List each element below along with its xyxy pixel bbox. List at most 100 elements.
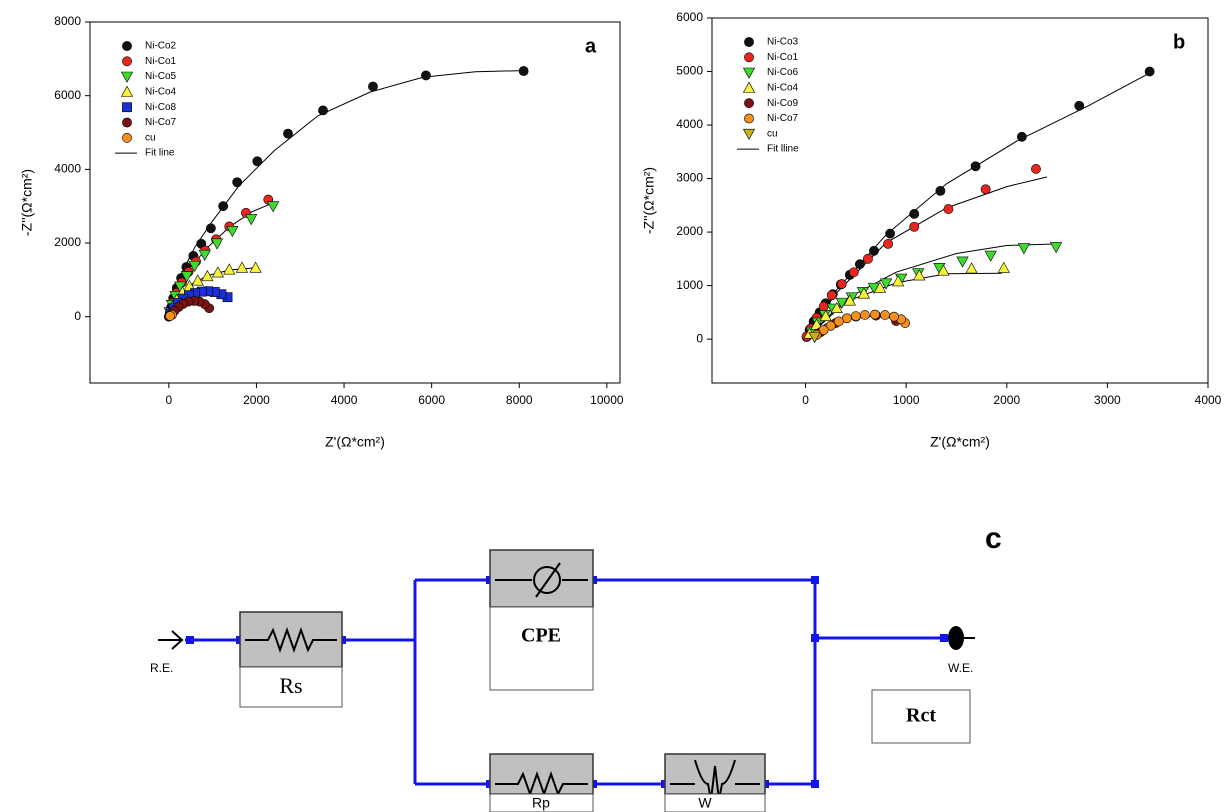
data-point <box>245 214 258 226</box>
fit-line <box>805 73 1148 340</box>
panel-label: a <box>585 35 597 57</box>
x-tick-label: 2000 <box>243 393 270 407</box>
input-label: R.E. <box>150 661 173 675</box>
y-tick-label: 3000 <box>676 171 703 185</box>
x-axis-label: Z'(Ω*cm²) <box>325 434 385 450</box>
x-tick-label: 6000 <box>418 393 445 407</box>
data-point <box>810 318 823 330</box>
y-tick-label: 6000 <box>676 10 703 24</box>
legend-marker <box>744 98 754 109</box>
legend-marker <box>122 117 132 128</box>
data-point <box>1074 100 1085 111</box>
rp-label-box <box>489 793 594 812</box>
y-tick-label: 1000 <box>676 278 703 292</box>
legend-label: cu <box>145 132 156 143</box>
legend-marker <box>742 128 756 141</box>
data-point <box>997 261 1010 273</box>
x-tick-label: 4000 <box>331 393 358 407</box>
data-point <box>1049 242 1063 254</box>
y-axis-label: -Z''(Ω*cm²) <box>641 167 657 234</box>
legend-marker <box>122 56 132 67</box>
data-point <box>848 267 859 278</box>
data-point <box>943 204 954 214</box>
data-point <box>252 156 263 167</box>
data-point <box>956 256 969 268</box>
legend-label: Fit lline <box>767 144 799 155</box>
data-point <box>873 281 887 293</box>
data-point <box>188 260 201 273</box>
data-point <box>266 201 280 213</box>
rs-label: Rs <box>279 673 302 698</box>
x-axis-label: Z'(Ω*cm²) <box>930 434 990 450</box>
legend-label: Ni-Co7 <box>767 113 799 124</box>
data-point <box>211 266 225 278</box>
x-tick-label: 1000 <box>893 393 920 407</box>
data-point <box>191 274 204 286</box>
data-point <box>180 271 193 283</box>
data-point <box>826 290 837 301</box>
data-point <box>421 70 431 81</box>
data-point <box>965 262 978 274</box>
data-point <box>892 275 905 287</box>
data-point <box>1144 66 1155 77</box>
w-label-box <box>664 793 766 812</box>
w-label: W <box>698 795 712 811</box>
legend-label: cu <box>767 128 778 139</box>
legend-marker <box>742 67 756 79</box>
data-point <box>836 279 847 289</box>
data-point <box>368 81 378 92</box>
panel-label: b <box>1173 31 1185 53</box>
legend-label: Ni-Co6 <box>767 67 799 78</box>
x-tick-label: 8000 <box>506 393 533 407</box>
rct-label: Rct <box>906 705 936 727</box>
data-point <box>223 263 236 275</box>
data-point <box>913 269 926 281</box>
data-point <box>818 325 829 335</box>
legend-label: Ni-Co3 <box>767 37 799 48</box>
legend-marker <box>120 71 134 83</box>
data-point <box>174 281 187 293</box>
data-point <box>830 301 843 313</box>
data-point <box>863 253 873 264</box>
rs-label-box <box>239 666 343 708</box>
data-point <box>232 177 243 188</box>
data-point <box>937 264 950 276</box>
data-point <box>843 294 856 306</box>
legend-label: Ni-Co5 <box>145 71 177 82</box>
y-tick-label: 4000 <box>676 117 703 131</box>
legend-label: Ni-Co7 <box>145 117 177 128</box>
y-tick-label: 6000 <box>54 88 81 102</box>
data-point <box>218 201 229 212</box>
legend-label: Ni-Co8 <box>145 102 177 113</box>
data-point <box>833 316 844 327</box>
panel-label: c <box>985 522 1002 555</box>
legend-label: Ni-Co9 <box>767 98 799 109</box>
fit-line <box>168 70 524 317</box>
data-point <box>889 311 900 322</box>
data-point <box>909 221 920 232</box>
plot-frame <box>711 17 1209 384</box>
cpe-symbol <box>533 566 561 594</box>
data-point <box>1031 164 1041 174</box>
data-point <box>235 261 249 273</box>
legend-label: Ni-Co1 <box>145 56 177 67</box>
cpe-label: CPE <box>521 625 561 647</box>
data-point <box>879 278 893 290</box>
legend-marker <box>742 81 756 93</box>
cpe-box <box>489 549 594 608</box>
warburg <box>670 759 760 801</box>
legend-label: Ni-Co4 <box>145 87 177 98</box>
data-point <box>808 332 821 344</box>
data-point <box>518 66 529 76</box>
data-point <box>880 310 890 320</box>
legend-marker <box>744 113 754 124</box>
data-point <box>935 185 946 196</box>
data-point <box>818 301 829 312</box>
cpe-label-box <box>489 606 594 691</box>
y-tick-label: 4000 <box>54 162 81 176</box>
data-point <box>870 309 880 320</box>
data-point <box>1016 131 1027 142</box>
legend-marker <box>744 52 754 63</box>
data-point <box>980 184 991 195</box>
data-point <box>885 228 895 239</box>
